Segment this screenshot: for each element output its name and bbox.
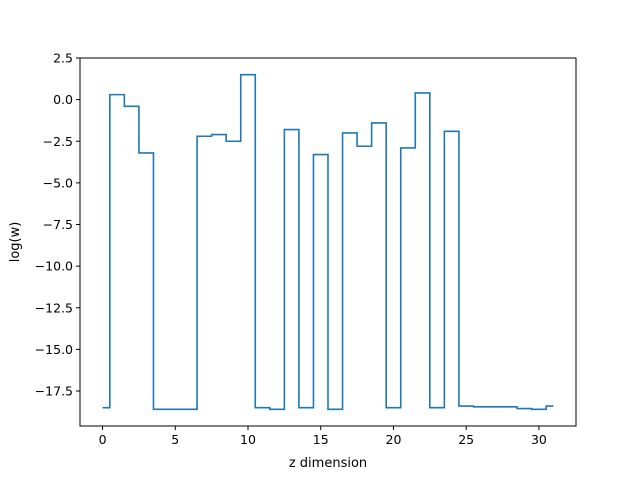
axes-frame [79,57,577,427]
x-tick-label: 25 [458,432,474,447]
y-tick-label: −10.0 [35,259,73,274]
y-tick-label: −15.0 [35,342,73,357]
plot-area [102,73,554,411]
y-tick-label: −5.0 [43,175,73,190]
y-tick-label: −2.5 [43,134,73,149]
x-tick-label: 15 [313,432,329,447]
x-tick-label: 0 [99,432,107,447]
y-tick-label: 0.0 [53,92,73,107]
y-tick-label: −17.5 [35,384,73,399]
y-axis: 2.5 0.0 −2.5 −5.0 −7.5 −10.0 −12.5 −15.0 −17.5 [35,51,80,399]
y-axis-label: log(w) [8,222,23,263]
y-tick-label: −7.5 [43,217,73,232]
x-tick-label: 5 [171,432,179,447]
y-tick-label: −12.5 [35,300,73,315]
x-axis: 0 5 10 15 20 25 30 [99,426,547,447]
x-tick-label: 30 [531,432,547,447]
x-tick-label: 10 [240,432,256,447]
series-line-0 [102,73,554,411]
x-axis-label: z dimension [289,456,367,471]
y-tick-label: 2.5 [53,51,73,66]
x-tick-label: 20 [386,432,402,447]
